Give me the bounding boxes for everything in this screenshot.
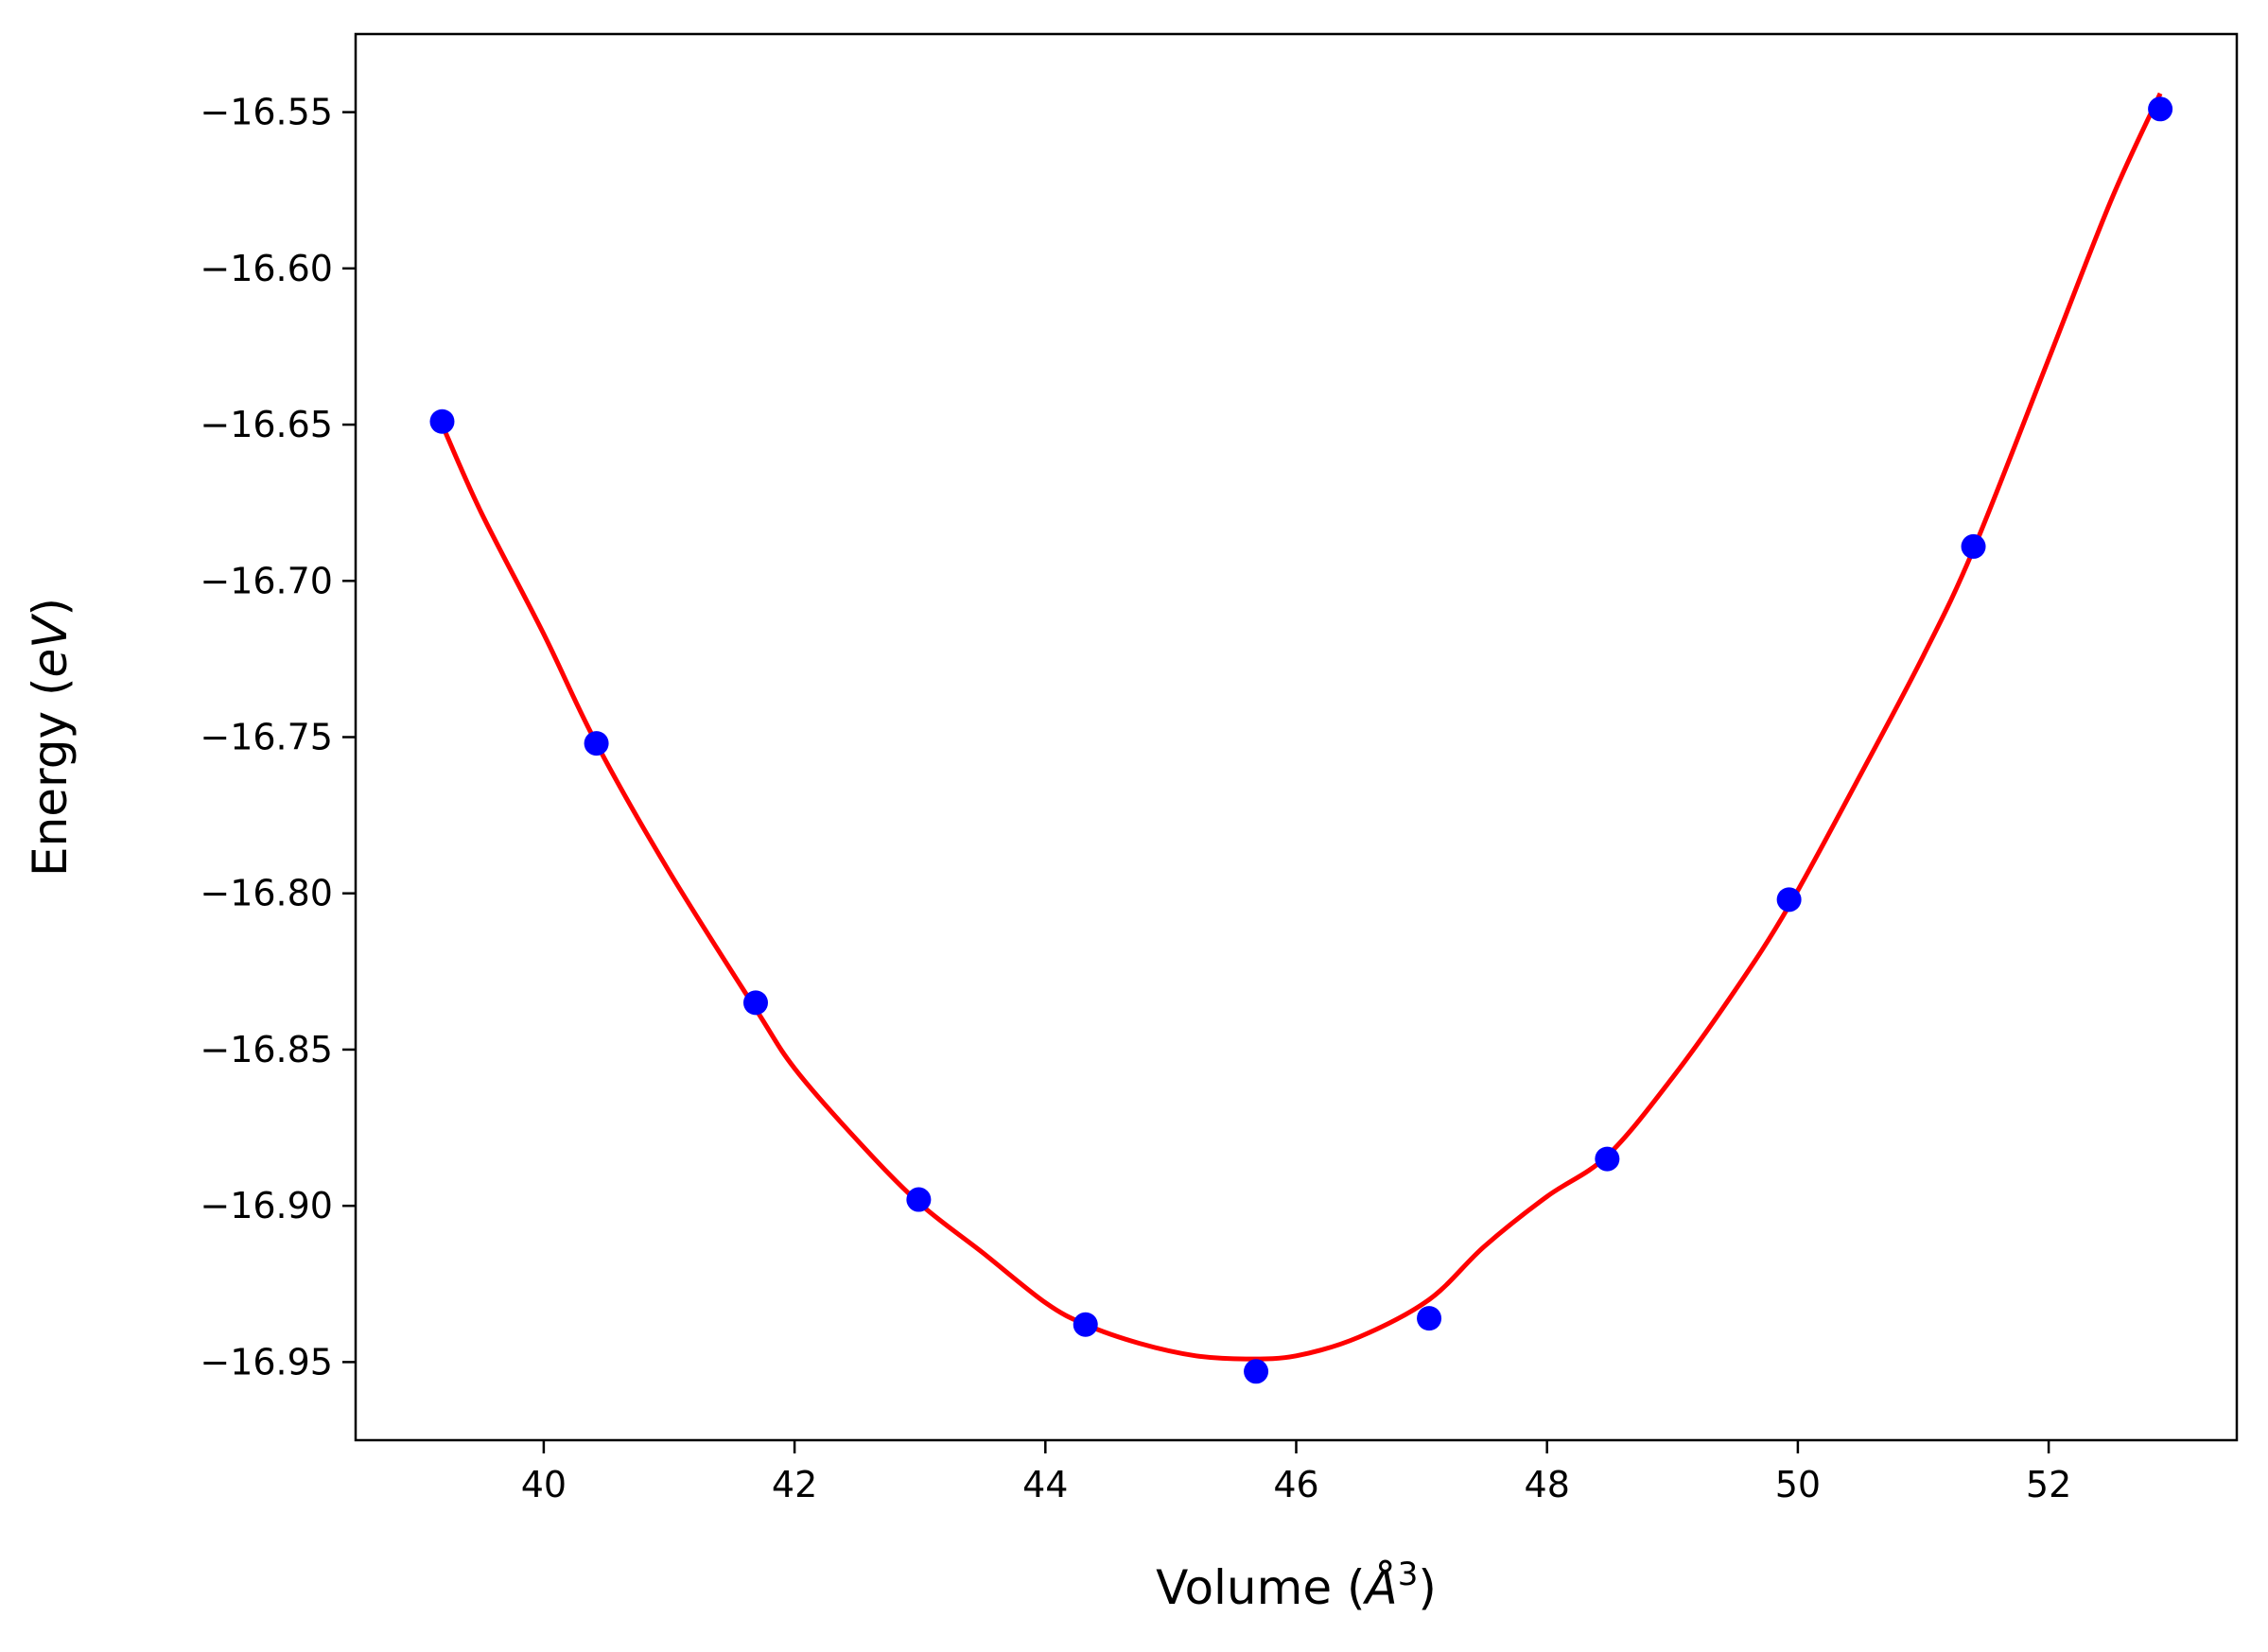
y-tick-label: −16.75 [200,717,333,758]
data-point [1417,1306,1442,1331]
data-point [1073,1312,1098,1337]
data-point [584,731,609,756]
x-tick-label: 40 [521,1464,567,1505]
data-point [906,1187,932,1212]
plot-content [429,92,2173,1384]
x-tick-label: 48 [1525,1464,1570,1505]
fit-curve [440,92,2163,1362]
y-tick-label: −16.60 [200,248,333,289]
x-tick-label: 52 [2026,1464,2071,1505]
y-axis-ticks: −16.55 −16.60 −16.65 −16.70 −16.75 −16.80 −16.… [200,92,356,1382]
data-point [2148,96,2173,122]
data-point [429,409,455,434]
y-tick-label: −16.95 [200,1341,333,1382]
data-point [1595,1146,1620,1172]
data-point [1961,533,1986,559]
x-tick-label: 42 [772,1464,817,1505]
y-tick-label: −16.85 [200,1029,333,1070]
x-axis-label: Volume (Å3) [1156,1556,1437,1615]
y-tick-label: −16.80 [200,873,333,914]
data-point [1244,1359,1269,1384]
y-axis-label: Energy (eV) [23,598,78,877]
plot-frame [354,32,2239,1442]
x-axis-ticks: 40 42 44 46 48 50 52 [521,1440,2071,1505]
x-tick-label: 50 [1775,1464,1821,1505]
x-tick-label: 46 [1273,1464,1318,1505]
y-tick-label: −16.70 [200,560,333,601]
y-tick-label: −16.65 [200,404,333,445]
x-tick-label: 44 [1022,1464,1068,1505]
data-point [742,990,768,1016]
y-tick-label: −16.90 [200,1185,333,1226]
y-tick-label: −16.55 [200,92,333,133]
data-point [1776,887,1802,913]
